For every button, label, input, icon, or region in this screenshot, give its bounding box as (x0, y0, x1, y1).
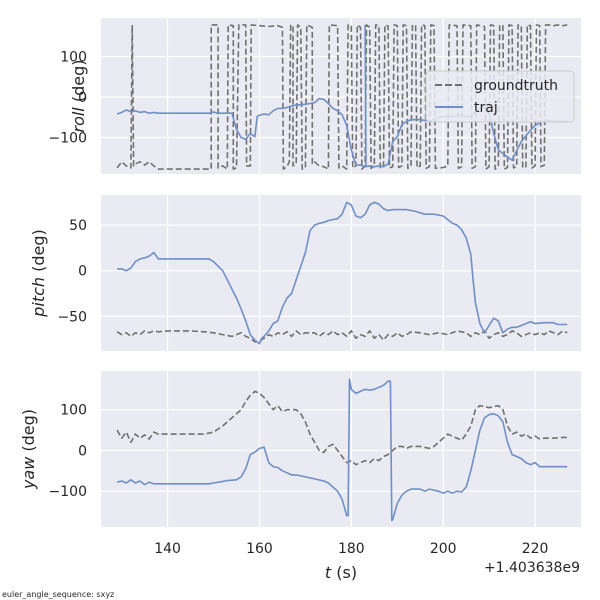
roll-y-tick-label: 100 (60, 49, 87, 65)
yaw-y-ticks: 100 0 −100 (49, 403, 87, 500)
yaw-series (116, 378, 568, 522)
pitch-grid (101, 195, 581, 351)
footer-note: euler_angle_sequence: sxyz (2, 590, 114, 599)
pitch-y-ticks: 50 0 −50 (57, 218, 87, 325)
x-tick-label: 200 (430, 541, 457, 557)
roll-traj-line (116, 97, 568, 168)
roll-y-tick-label: 0 (78, 90, 87, 106)
pitch-traj-line (117, 201, 568, 345)
x-tick-label: 220 (522, 541, 549, 557)
yaw-y-label: yaw (deg) (19, 409, 38, 490)
legend-traj-label: traj (474, 100, 498, 116)
x-axis-ticks: 140 160 180 200 220 (154, 541, 548, 557)
pitch-y-tick-label: 50 (69, 218, 87, 234)
roll-y-ticks: 100 0 −100 (49, 49, 87, 146)
yaw-traj-line (116, 378, 568, 522)
yaw-y-tick-label: 100 (60, 403, 87, 419)
roll-y-label: roll (deg) (69, 60, 88, 133)
pitch-plot-area (101, 195, 581, 351)
x-axis-offset: +1.403638e9 (484, 560, 580, 576)
pitch-y-tick-label: −50 (57, 309, 87, 325)
yaw-y-tick-label: 0 (78, 443, 87, 459)
pitch-groundtruth-line (116, 330, 568, 343)
pitch-y-label: pitch (deg) (29, 229, 48, 318)
yaw-plot-area (101, 371, 581, 527)
yaw-panel: 100 0 −100 yaw (deg) (19, 371, 581, 527)
legend-groundtruth-label: groundtruth (474, 78, 558, 94)
legend: groundtruth traj (425, 70, 575, 123)
x-tick-label: 160 (246, 541, 273, 557)
pitch-series (116, 201, 568, 345)
yaw-y-tick-label: −100 (49, 484, 87, 500)
x-tick-label: 140 (154, 541, 181, 557)
legend-box (425, 70, 575, 123)
x-axis-label: t (s) (325, 563, 357, 582)
x-tick-label: 180 (338, 541, 365, 557)
roll-traj-wrap-line (364, 24, 367, 167)
pitch-y-tick-label: 0 (78, 264, 87, 280)
roll-panel: 100 0 −100 roll (deg) groundtruth traj (49, 18, 581, 174)
pitch-panel: 50 0 −50 pitch (deg) (29, 195, 581, 351)
roll-y-tick-label: −100 (49, 131, 87, 147)
